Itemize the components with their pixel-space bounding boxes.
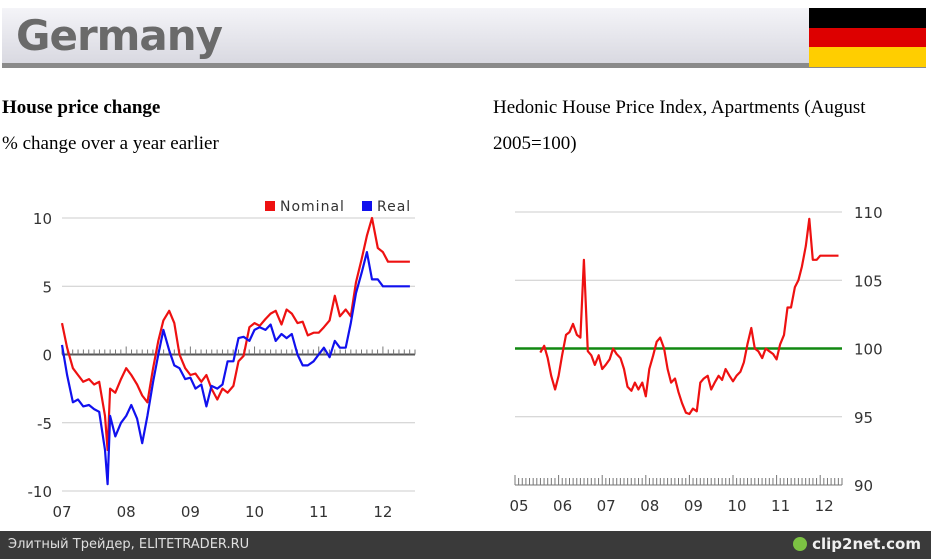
y-tick-label: 110 — [854, 204, 883, 222]
x-tick-label: 08 — [640, 497, 659, 515]
x-tick-label: 12 — [815, 497, 834, 515]
legend-swatch-nominal — [265, 201, 275, 211]
y-tick-label: 0 — [42, 347, 52, 365]
legend-swatch-real — [362, 201, 372, 211]
hedonic-index-chart: 110 105 100 95 90 05 06 07 08 09 10 11 12 — [509, 204, 883, 515]
x-tick-label: 07 — [597, 497, 616, 515]
series-line-nominal — [60, 216, 410, 452]
x-tick-label: 10 — [245, 503, 264, 521]
footer-source-text: Элитный Трейдер, ELITETRADER.RU — [8, 537, 250, 552]
x-tick-label: 09 — [181, 503, 200, 521]
x-tick-label: 12 — [373, 503, 392, 521]
legend-label-nominal: Nominal — [280, 199, 345, 215]
footer-bar: Элитный Трейдер, ELITETRADER.RU clip2net… — [0, 531, 931, 559]
page-title: Germany — [16, 11, 223, 60]
flag-stripe-black — [809, 8, 926, 28]
right-chart-title-continued: 2005=100) — [493, 133, 577, 154]
right-chart-title: Hedonic House Price Index, Apartments (A… — [493, 97, 866, 118]
y-tick-label: 100 — [854, 341, 883, 359]
series-line-hedonic-index — [539, 217, 839, 416]
x-tick-label: 09 — [684, 497, 703, 515]
y-tick-label: 95 — [854, 409, 873, 427]
x-tick-label: 11 — [309, 503, 328, 521]
y-tick-label: -10 — [28, 483, 53, 501]
series-line-real — [60, 250, 410, 486]
x-tick-label: 11 — [771, 497, 790, 515]
x-tick-label: 07 — [52, 503, 71, 521]
clip2net-icon — [793, 537, 808, 551]
x-tick-label: 08 — [117, 503, 136, 521]
y-tick-label: 10 — [33, 210, 52, 228]
germany-flag — [809, 8, 926, 67]
clip2net-logo[interactable]: clip2net.com — [793, 535, 921, 553]
y-tick-label: 90 — [854, 477, 873, 495]
x-tick-label: 10 — [727, 497, 746, 515]
page-header: Germany — [2, 8, 926, 68]
y-tick-label: 105 — [854, 272, 883, 290]
x-tick-label: 05 — [509, 497, 528, 515]
clip2net-logo-text: clip2net.com — [812, 535, 921, 553]
y-tick-label: 5 — [42, 278, 52, 296]
left-chart-subtitle: % change over a year earlier — [2, 133, 219, 154]
legend-label-real: Real — [377, 199, 411, 215]
left-chart-title: House price change — [2, 97, 161, 118]
y-tick-label: -5 — [37, 415, 52, 433]
flag-stripe-gold — [809, 47, 926, 67]
house-price-change-chart: 10 5 0 -5 -10 07 08 09 10 11 12 Nominal Real — [28, 199, 416, 521]
x-tick-label: 06 — [553, 497, 572, 515]
flag-stripe-red — [809, 27, 926, 48]
